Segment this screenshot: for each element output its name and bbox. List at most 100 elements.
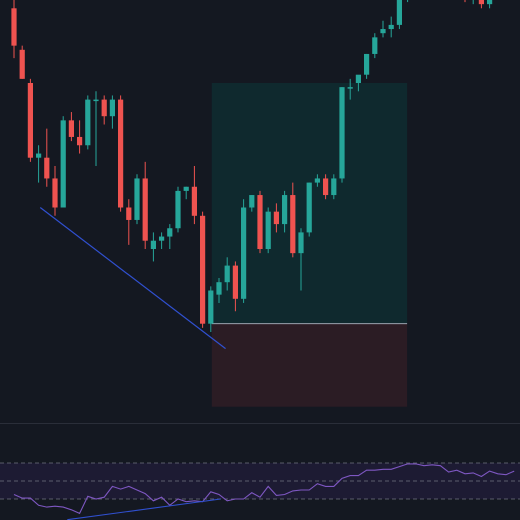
candle: [216, 278, 222, 303]
candle-body-down: [273, 211, 279, 225]
candle: [265, 207, 271, 254]
candle: [249, 195, 255, 212]
candle: [183, 186, 189, 200]
candle-body-up: [208, 290, 214, 324]
candle: [339, 87, 345, 183]
candle-body-down: [77, 136, 83, 146]
candle-body-up: [224, 265, 230, 283]
price-pane: [11, 0, 493, 407]
candle: [109, 95, 115, 129]
candle-body-up: [347, 87, 353, 89]
candle-body-up: [282, 195, 288, 225]
candle: [257, 190, 263, 254]
candle-body-up: [380, 29, 386, 34]
candle: [241, 199, 247, 303]
candle: [159, 232, 165, 249]
candle: [396, 0, 402, 30]
candle-body-down: [11, 8, 17, 46]
candle-body-up: [36, 153, 42, 158]
price-trendline[interactable]: [39, 207, 226, 350]
candle-body-up: [183, 186, 189, 191]
candle-body-up: [331, 178, 337, 196]
candle: [77, 120, 83, 154]
candle: [290, 182, 296, 258]
candle-body-down: [290, 195, 296, 254]
candle: [355, 74, 361, 92]
candle: [380, 20, 386, 38]
candle-body-up: [388, 24, 394, 30]
candle: [60, 116, 66, 208]
candle-body-up: [167, 228, 173, 237]
candle: [306, 182, 312, 237]
candle-body-down: [232, 265, 238, 299]
candle: [282, 190, 288, 233]
candle-body-up: [85, 99, 91, 146]
candle: [487, 0, 493, 9]
candle: [224, 257, 230, 291]
candle: [191, 166, 197, 225]
candle-body-up: [175, 190, 181, 229]
position-loss-zone[interactable]: [211, 323, 408, 407]
candle-body-up: [249, 195, 255, 208]
candle: [167, 224, 173, 249]
candle-body-down: [19, 49, 25, 79]
candle-body-up: [339, 87, 345, 179]
candle-body-down: [27, 83, 33, 158]
candle-body-up: [159, 236, 165, 241]
candle-body-down: [52, 178, 58, 208]
candle-body-down: [68, 120, 74, 137]
candle: [19, 45, 25, 79]
candle-body-up: [372, 37, 378, 54]
candle: [472, 0, 474, 5]
candle-body-up: [306, 182, 312, 233]
candle-body-up: [134, 178, 140, 220]
candle: [347, 78, 353, 100]
candle: [118, 95, 124, 212]
candle-body-up: [298, 232, 304, 254]
candle: [93, 91, 99, 166]
candle-body-down: [257, 195, 263, 249]
candle: [372, 33, 378, 59]
candle-body-down: [44, 157, 50, 179]
candle: [464, 0, 466, 3]
candle: [200, 211, 206, 328]
candle: [150, 232, 156, 262]
candle-body-up: [150, 240, 156, 249]
candle: [36, 145, 42, 183]
candle-body-down: [126, 207, 132, 220]
candle-body-up: [396, 0, 402, 25]
candle: [273, 203, 279, 233]
rsi-trendline[interactable]: [67, 498, 221, 520]
candle: [85, 95, 91, 150]
candle-body-up: [60, 120, 66, 208]
candle-body-up: [216, 282, 222, 295]
candle: [298, 228, 304, 291]
candle-body-down: [478, 0, 484, 5]
candle-body-down: [118, 99, 124, 208]
candle-body-down: [200, 215, 206, 324]
candle: [208, 286, 214, 332]
candle-body-up: [487, 0, 493, 5]
candle-body-up: [355, 74, 361, 83]
rsi-line: [13, 463, 515, 515]
candle: [126, 199, 132, 245]
candle-body-up: [93, 99, 99, 102]
candle: [101, 95, 107, 125]
candle-body-down: [191, 186, 197, 216]
candle: [364, 53, 370, 79]
candle: [134, 174, 140, 225]
candle: [232, 261, 238, 312]
candle: [68, 112, 74, 142]
candle: [323, 174, 329, 200]
candle: [11, 0, 17, 59]
candle-body-down: [323, 178, 329, 196]
candle: [331, 174, 337, 200]
candle-body-up: [314, 178, 320, 183]
candle: [175, 186, 181, 233]
rsi-pane: [0, 462, 520, 520]
candle: [478, 0, 484, 9]
candle-body-down: [101, 99, 107, 117]
candle: [44, 128, 50, 187]
candle: [388, 16, 394, 38]
